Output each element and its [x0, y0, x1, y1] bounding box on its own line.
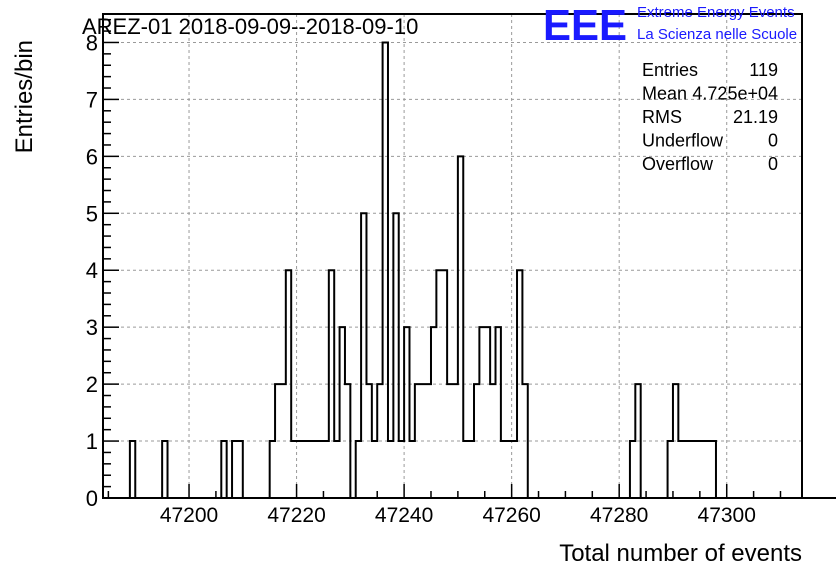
- x-tick-label: 47300: [698, 504, 756, 527]
- logo-line-1: Extreme Energy Events: [637, 4, 795, 21]
- y-tick-label: 7: [86, 87, 98, 112]
- y-tick-label: 4: [86, 258, 98, 283]
- logo-line-2: La Scienza nelle Scuole: [637, 26, 797, 43]
- x-tick-label: 47260: [482, 504, 540, 527]
- stats-label: Mean: [642, 84, 687, 104]
- x-tick-label: 47280: [590, 504, 648, 527]
- y-tick-label: 3: [86, 315, 98, 340]
- stats-label: Entries: [642, 60, 698, 80]
- y-tick-label: 2: [86, 372, 98, 397]
- stats-value: 0: [768, 131, 778, 151]
- chart-title: AREZ-01 2018-09-09--2018-09-10: [82, 14, 418, 39]
- plot-frame: [102, 13, 803, 499]
- stats-value: 0: [768, 154, 778, 174]
- stats-value: 21.19: [733, 107, 778, 127]
- x-tick-label: 47200: [160, 504, 218, 527]
- y-tick-label: 1: [86, 429, 98, 454]
- y-tick-label: 5: [86, 201, 98, 226]
- y-tick-label: 8: [86, 30, 98, 55]
- x-tick-label: 47220: [267, 504, 325, 527]
- logo-mark: EEE: [543, 1, 627, 50]
- stats-label: Overflow: [642, 154, 714, 174]
- eee-logo: EEE Extreme Energy Events La Scienza nel…: [543, 1, 797, 50]
- y-tick-label: 6: [86, 144, 98, 169]
- x-tick-label: 47240: [375, 504, 433, 527]
- axis-tick-labels: 47200 47220 47240 47260 47280 47300 0 1 2 3 4 5 6 7 8: [86, 30, 756, 527]
- y-tick-label: 0: [86, 486, 98, 511]
- stats-value: 119: [749, 60, 778, 80]
- stats-value: 4.725e+04: [692, 84, 778, 104]
- stats-label: Underflow: [642, 131, 724, 151]
- x-axis-label: Total number of events: [559, 540, 802, 567]
- stats-box: Entries 119 Mean 4.725e+04 RMS 21.19 Underflow…: [642, 60, 778, 174]
- grid-lines: [103, 14, 802, 498]
- axis-ticks: [103, 18, 782, 499]
- y-axis-label: Entries/bin: [11, 40, 38, 153]
- stats-label: RMS: [642, 107, 682, 127]
